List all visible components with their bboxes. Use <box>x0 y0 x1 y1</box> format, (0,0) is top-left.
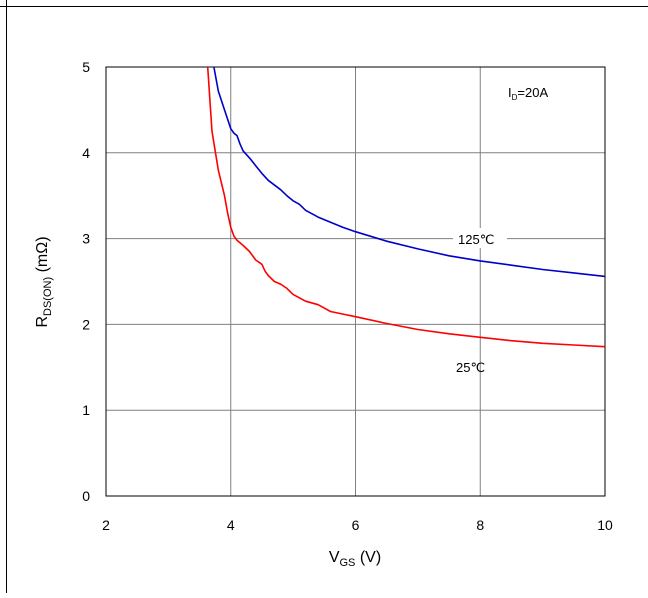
series-label-125-bg <box>453 228 507 248</box>
y-tick-label: 5 <box>82 59 90 75</box>
x-tick-label: 8 <box>476 517 484 533</box>
x-tick-label: 6 <box>352 517 360 533</box>
x-axis-label: VGS (V) <box>329 549 381 569</box>
y-tick-label: 4 <box>82 145 90 161</box>
y-tick-labels: 0 1 2 3 4 5 <box>82 59 90 504</box>
x-tick-label: 4 <box>227 517 235 533</box>
x-tick-labels: 2 4 6 8 10 <box>102 517 613 533</box>
y-tick-label: 1 <box>82 402 90 418</box>
y-axis-label-tail: (mΩ) <box>34 236 51 276</box>
x-axis-label-main: V <box>329 549 340 566</box>
series-label-25: 25℃ <box>456 360 485 375</box>
series-line-125c <box>213 66 606 278</box>
y-tick-label: 0 <box>82 488 90 504</box>
series-line-25c <box>206 66 606 348</box>
x-tick-label: 10 <box>597 517 613 533</box>
y-axis-label: RDS(ON) (mΩ) <box>34 236 54 327</box>
plot-area <box>105 66 606 497</box>
x-axis-label-tail: (V) <box>355 549 381 566</box>
x-axis-label-sub: GS <box>339 557 355 569</box>
series-lines <box>206 66 606 348</box>
id-annotation-main: I <box>508 85 512 100</box>
id-annotation: ID=20A <box>508 85 548 102</box>
id-annotation-sub: D <box>512 93 518 102</box>
grid-lines <box>106 67 605 496</box>
id-annotation-tail: =20A <box>517 85 548 100</box>
series-label-125: 125℃ <box>458 232 494 247</box>
y-tick-label: 2 <box>82 316 90 332</box>
y-axis-label-sub: DS(ON) <box>42 277 54 316</box>
y-axis-label-main: R <box>34 316 51 328</box>
x-tick-label: 2 <box>102 517 110 533</box>
y-tick-label: 3 <box>82 231 90 247</box>
